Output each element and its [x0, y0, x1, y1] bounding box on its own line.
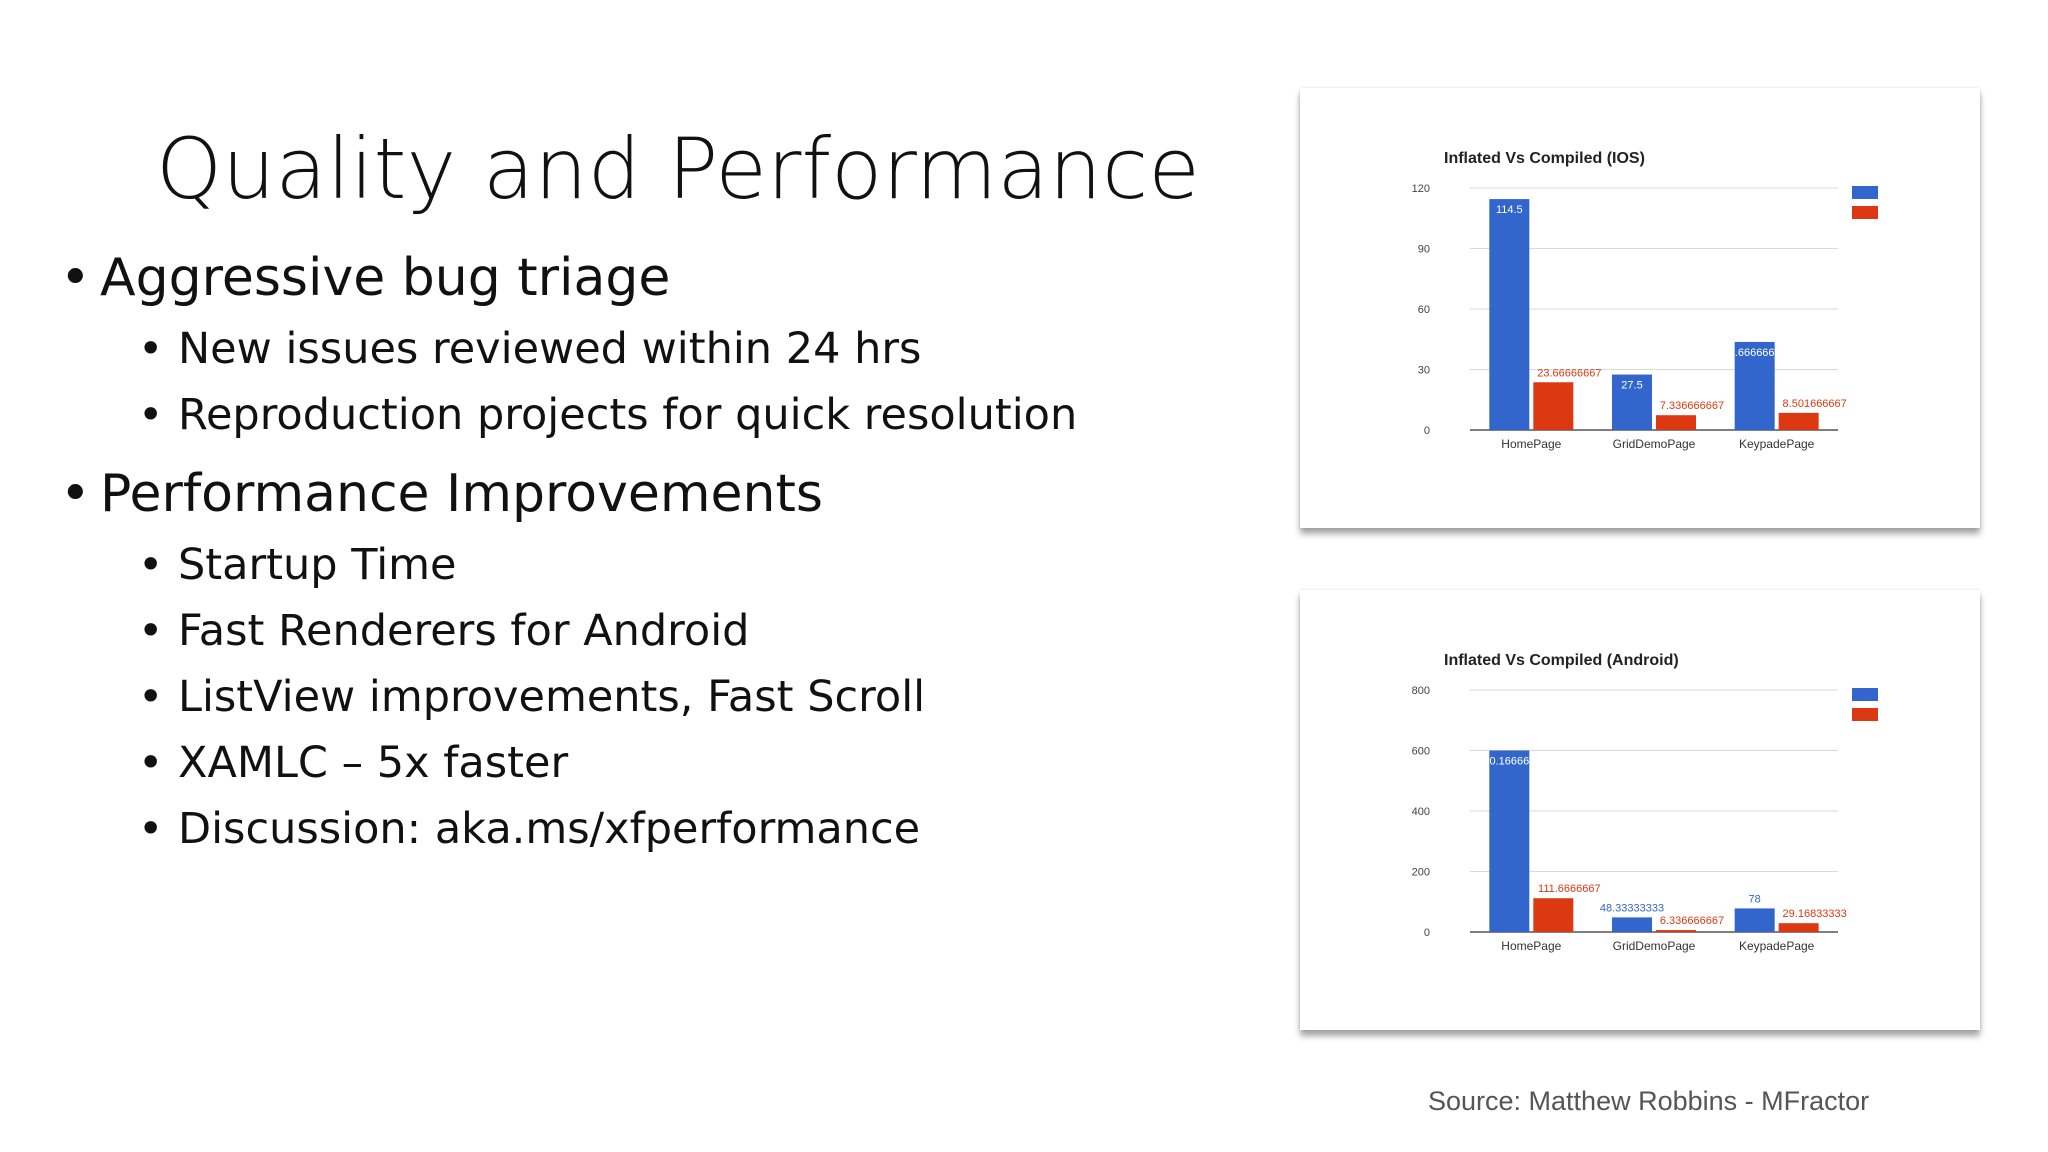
data-label: 23.66666667	[1537, 367, 1601, 379]
data-label: 7.336666667	[1660, 400, 1724, 412]
sub-bullet-text: ListView improvements, Fast Scroll	[178, 672, 926, 722]
sub-bullet-item: • Discussion: aka.ms/xfperformance	[60, 796, 1240, 862]
legend-swatch	[1852, 688, 1878, 701]
sub-bullet-item: • ListView improvements, Fast Scroll	[60, 664, 1240, 730]
sub-bullet-item: • Startup Time	[60, 532, 1240, 598]
sub-bullet-text: Reproduction projects for quick resoluti…	[178, 390, 1078, 440]
x-tick-label: GridDemoPage	[1613, 437, 1696, 451]
bar-chart-android: Inflated Vs Compiled (Android) 0 200 400 600…	[1412, 652, 1878, 953]
bar	[1778, 412, 1819, 430]
bar	[1734, 341, 1775, 430]
source-note: Source: Matthew Robbins - MFractor	[1428, 1086, 1870, 1116]
data-label: 600.1666667	[1477, 755, 1541, 767]
bar	[1489, 750, 1530, 932]
data-label: 43.66666667	[1723, 347, 1787, 359]
sub-bullet-item: • New issues reviewed within 24 hrs	[60, 316, 1240, 382]
sub-bullet-item: • Fast Renderers for Android	[60, 598, 1240, 664]
sub-bullet-text: Fast Renderers for Android	[178, 606, 750, 656]
bar	[1612, 374, 1652, 430]
bar-chart-ios: Inflated Vs Compiled (IOS) 0 30 60 90 120 Home…	[1412, 150, 1878, 451]
x-tick-label: GridDemoPage	[1613, 939, 1696, 953]
bullet-dot: •	[138, 540, 164, 590]
slide-title: Quality and Performance	[156, 120, 1200, 218]
bullet-list: • Aggressive bug triage • New issues revie…	[60, 240, 1240, 862]
bullet-dot: •	[138, 738, 164, 788]
sub-bullet-text: Discussion: aka.ms/xfperformance	[178, 804, 921, 854]
bullet-item: • Performance Improvements	[60, 456, 1240, 532]
bullet-item: • Aggressive bug triage	[60, 240, 1240, 316]
y-tick-label: 400	[1412, 806, 1430, 818]
y-tick-label: 600	[1412, 746, 1430, 758]
bar	[1533, 382, 1574, 430]
bar	[1656, 930, 1696, 932]
y-tick-label: 0	[1424, 425, 1430, 437]
sub-bullet-text: XAMLC – 5x faster	[178, 738, 569, 788]
x-tick-label: HomePage	[1501, 437, 1561, 451]
y-tick-label: 30	[1418, 365, 1430, 377]
bar	[1734, 908, 1775, 932]
y-tick-label: 90	[1418, 244, 1430, 256]
sub-bullet-item: • XAMLC – 5x faster	[60, 730, 1240, 796]
bullet-dot: •	[60, 248, 91, 308]
y-tick-label: 60	[1418, 304, 1430, 316]
sub-bullet-text: Startup Time	[178, 540, 457, 590]
chart-card-android: Inflated Vs Compiled (Android) 0 200 400 600…	[1300, 590, 1980, 1030]
data-label: 27.5	[1621, 380, 1642, 392]
x-tick-label: HomePage	[1501, 939, 1561, 953]
sub-bullet-item: • Reproduction projects for quick resolut…	[60, 382, 1240, 448]
y-tick-label: 200	[1412, 867, 1430, 879]
data-label: 111.6666667	[1538, 883, 1601, 895]
bullet-dot: •	[60, 464, 91, 524]
x-tick-label: KeypadePage	[1739, 437, 1815, 451]
x-tick-label: KeypadePage	[1739, 939, 1815, 953]
bullet-text: Performance Improvements	[100, 464, 823, 524]
bullet-dot: •	[138, 606, 164, 656]
bar	[1489, 199, 1530, 430]
data-label: 78	[1749, 893, 1761, 905]
chart-title: Inflated Vs Compiled (Android)	[1444, 652, 1679, 669]
data-label: 48.33333333	[1600, 902, 1664, 914]
bar	[1656, 415, 1696, 430]
y-tick-label: 0	[1424, 927, 1430, 939]
data-label: 6.336666667	[1660, 915, 1724, 927]
bar	[1533, 898, 1574, 932]
data-label: 114.5	[1496, 204, 1523, 216]
bullet-dot: •	[138, 672, 164, 722]
bullet-text: Aggressive bug triage	[100, 248, 671, 308]
sub-bullet-text: New issues reviewed within 24 hrs	[178, 324, 922, 374]
legend-swatch	[1852, 708, 1878, 721]
data-label: 8.501666667	[1783, 398, 1847, 410]
bullet-dot: •	[138, 324, 164, 374]
legend-swatch	[1852, 206, 1878, 219]
bullet-dot: •	[138, 390, 164, 440]
y-tick-label: 800	[1412, 685, 1430, 697]
bar	[1778, 923, 1819, 932]
chart-title: Inflated Vs Compiled (IOS)	[1444, 150, 1645, 167]
y-tick-label: 120	[1412, 183, 1430, 195]
data-label: 29.16833333	[1783, 908, 1847, 920]
legend-swatch	[1852, 186, 1878, 199]
chart-card-ios: Inflated Vs Compiled (IOS) 0 30 60 90 120 Home…	[1300, 88, 1980, 528]
bullet-dot: •	[138, 804, 164, 854]
bar	[1612, 917, 1652, 932]
